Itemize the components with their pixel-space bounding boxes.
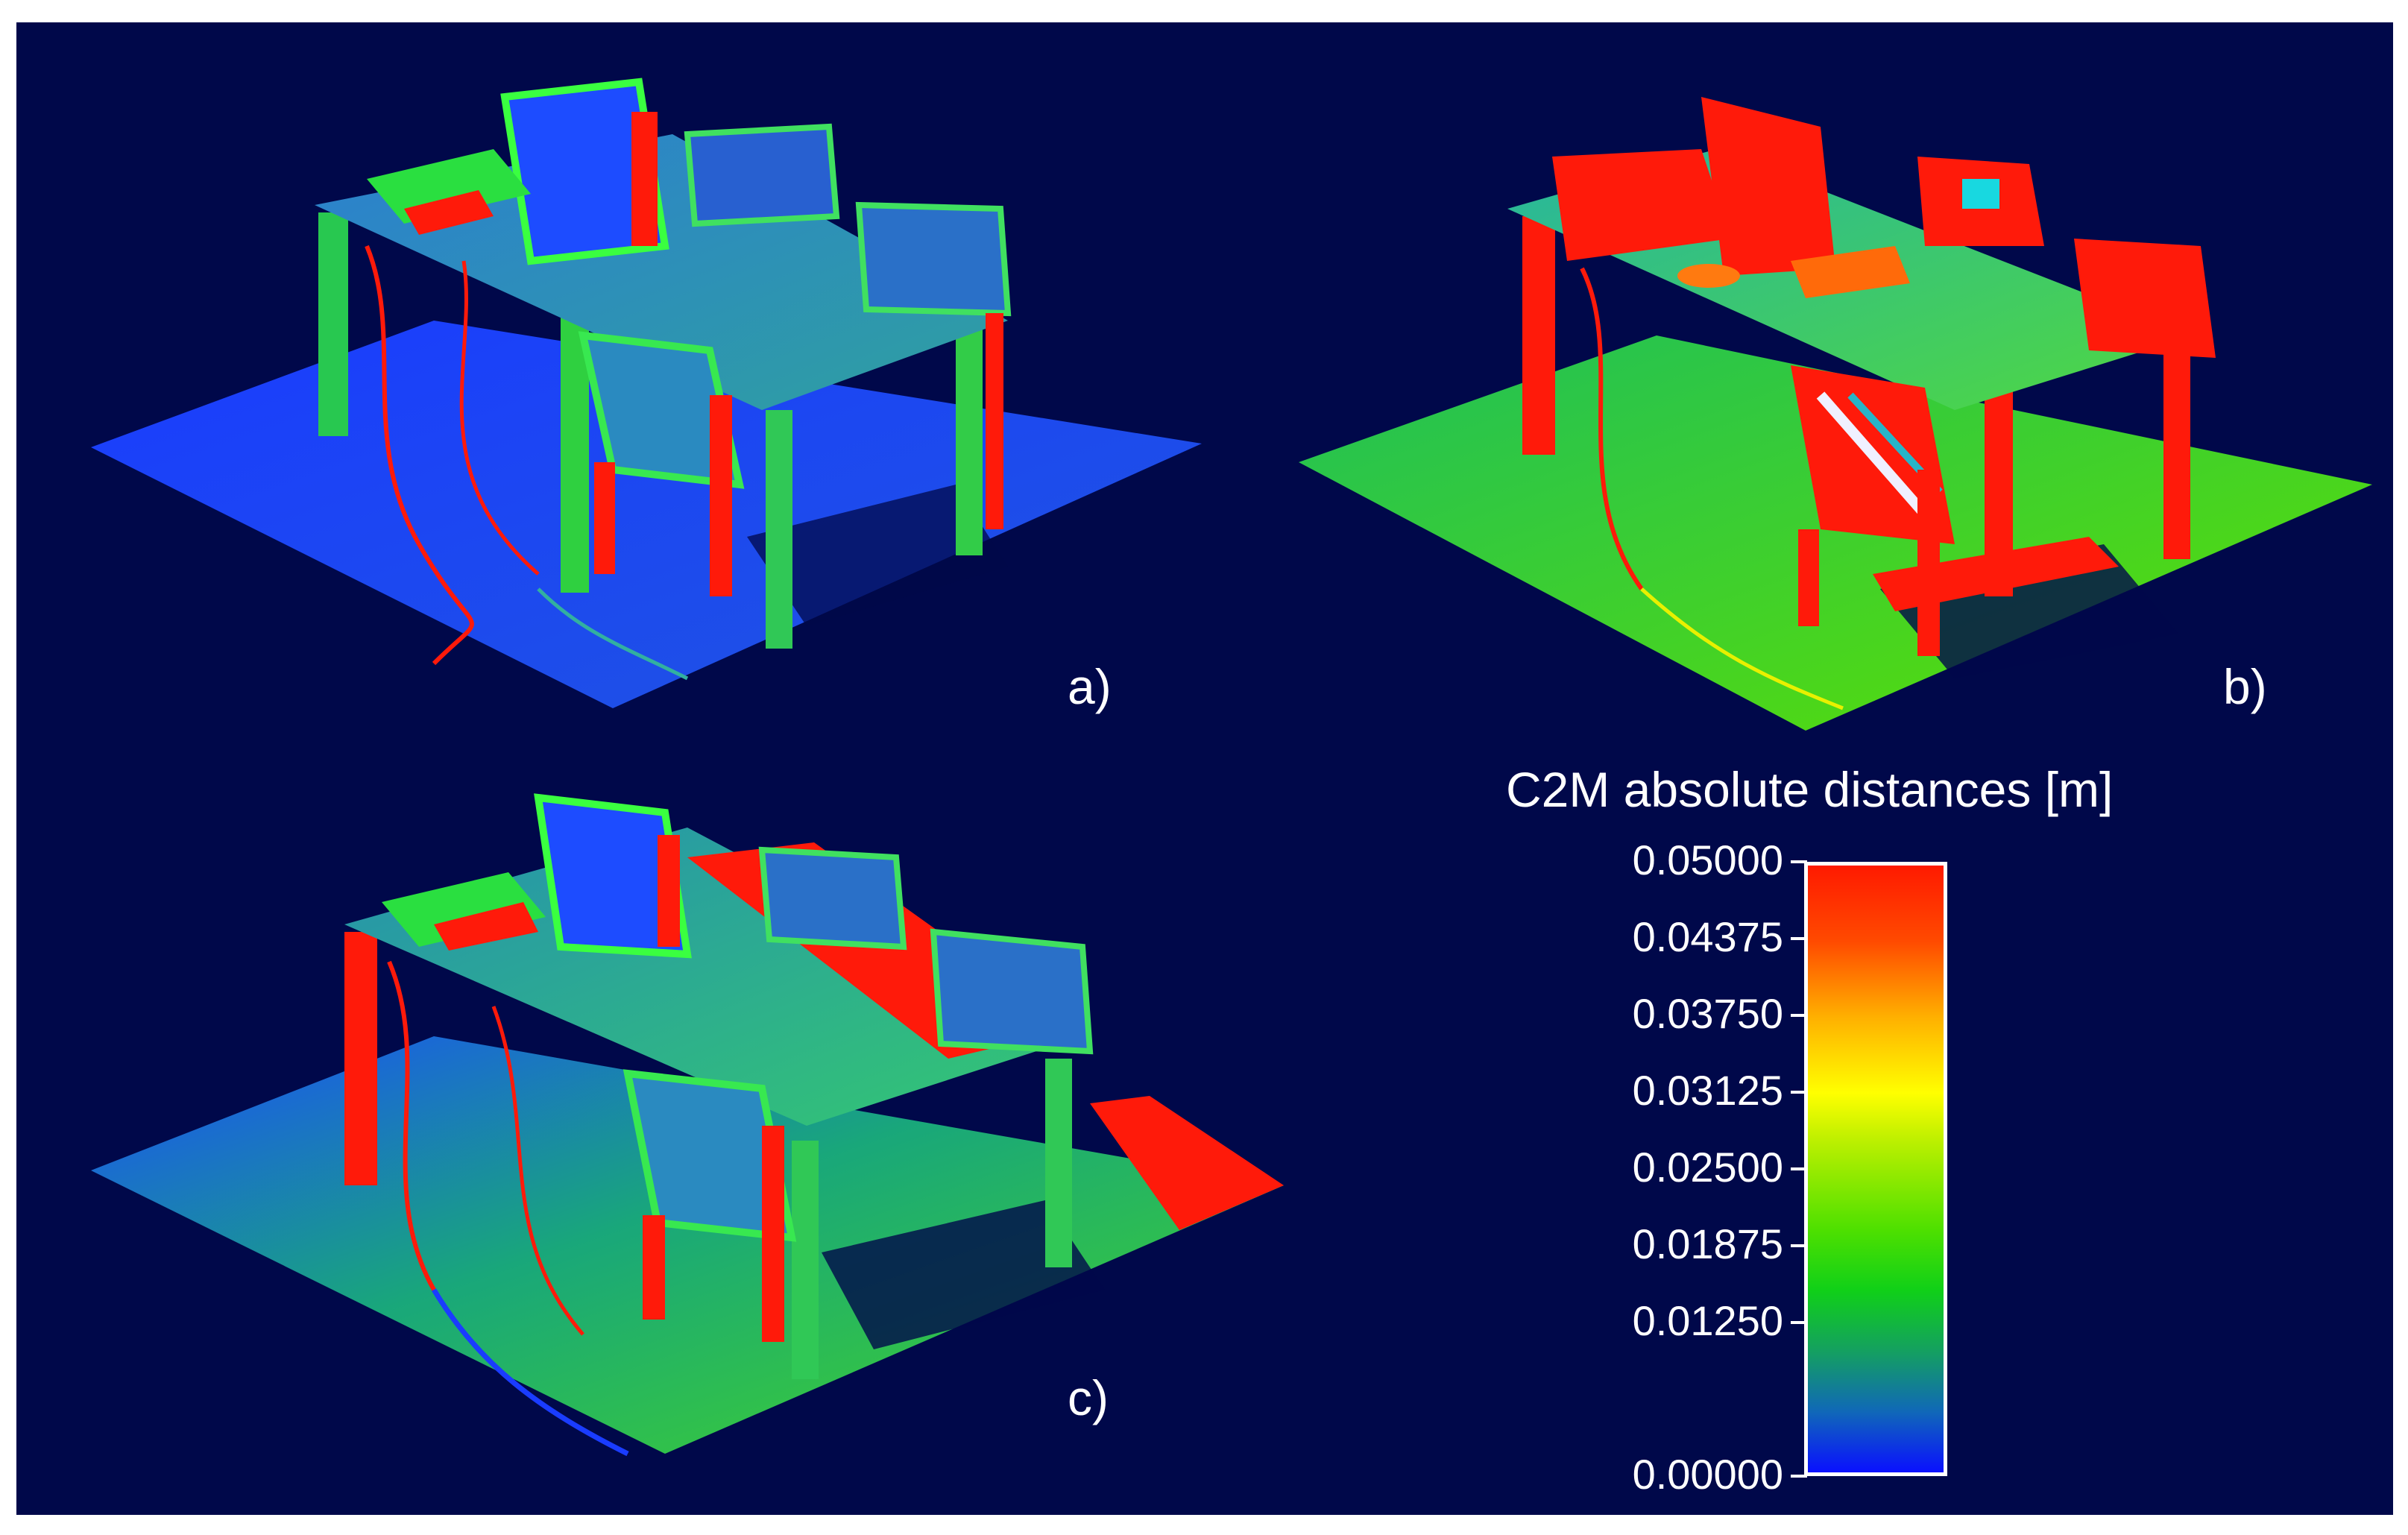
colorbar-tick-label: 0.03125 (1632, 1067, 1783, 1114)
panel-b-mouse (1677, 264, 1740, 288)
panel-c-table-leg (1045, 1059, 1072, 1267)
panel-c-monitor-edge (658, 835, 680, 947)
panel-a-keyboard (367, 149, 531, 224)
panel-a-scene (91, 78, 1202, 708)
colorbar-tick-label: 0.00000 (1632, 1451, 1783, 1498)
figure: a) b) c) C2M absolute distances [m] 0.05… (16, 22, 2393, 1515)
legend-title: C2M absolute distances [m] (1506, 762, 2114, 817)
panel-c-label: c) (1068, 1370, 1109, 1425)
colorbar-tick-mark (1791, 1244, 1807, 1247)
colorbar-tick-label: 0.03750 (1632, 990, 1783, 1037)
panel-c-chair-leg (762, 1126, 784, 1342)
panel-c-chair-leg (643, 1215, 665, 1320)
colorbar-tick-mark (1791, 1091, 1807, 1094)
colorbar-tick-label: 0.01875 (1632, 1220, 1783, 1267)
panel-b-cable (1580, 267, 1644, 590)
panel-b-cable (1640, 587, 1844, 710)
panel-c-chair-back (623, 1069, 797, 1242)
colorbar-tick-label: 0.02500 (1632, 1144, 1783, 1191)
panel-b-monitor (1701, 97, 1835, 276)
panel-c-cable (387, 960, 436, 1291)
panel-a-monitor-edge (631, 112, 658, 246)
panel-a-cable (459, 260, 540, 576)
panel-c-chair-back (758, 846, 907, 951)
panel-a-cable (537, 587, 689, 681)
panel-c-keyboard-red (434, 902, 538, 951)
colorbar-tick-label: 0.04375 (1632, 913, 1783, 960)
panel-b-chair-stripe (1816, 391, 1929, 518)
panel-a-chair-back (684, 123, 840, 227)
panel-a-monitor (500, 78, 669, 265)
panel-a-keyboard-red (404, 190, 494, 235)
panel-b-device (1552, 149, 1731, 261)
panel-c-scene (91, 793, 1284, 1457)
panel-c-cable (431, 1288, 629, 1457)
colorbar-tick-label: 0.05000 (1632, 836, 1783, 883)
panel-b-label: b) (2223, 659, 2267, 714)
panel-a-table-leg (956, 317, 983, 555)
panel-b-table-leg (2163, 328, 2190, 559)
panel-a-chair-leg (986, 313, 1003, 529)
colorbar (1804, 862, 1947, 1476)
panel-c-floor (91, 1036, 1284, 1454)
panel-c-shadow (822, 1200, 1105, 1349)
colorbar-tick-mark (1791, 1321, 1807, 1324)
panel-a-label: a) (1068, 659, 1112, 714)
panel-a-chair-back (855, 201, 1012, 317)
panel-a-chair-back (578, 331, 745, 489)
panel-c-chair-back (930, 928, 1094, 1055)
colorbar-tick-mark (1791, 1014, 1807, 1017)
panel-b-table-leg (1522, 216, 1555, 455)
panel-b-chair-back (2074, 239, 2216, 358)
colorbar-tick-mark (1791, 1475, 1807, 1478)
panel-b-keyboard (1791, 246, 1910, 298)
colorbar-tick-mark (1791, 937, 1807, 940)
panel-c-monitor (534, 793, 692, 959)
panel-b-scene (1299, 97, 2372, 731)
panel-a-table-leg (766, 410, 792, 649)
panel-b-chair-leg (1917, 470, 1940, 656)
colorbar-tick-label: 0.01250 (1632, 1297, 1783, 1344)
panel-a-shadow (747, 485, 1008, 626)
panel-c-keyboard (382, 872, 546, 947)
panel-b-floor (1299, 335, 2372, 731)
panel-c-table-leg (792, 1141, 819, 1379)
panel-a-chair-leg (594, 462, 615, 574)
panel-c-cable (491, 1006, 584, 1336)
panel-b-chair-leg (1798, 529, 1819, 626)
panel-c-floor-red (1090, 1096, 1284, 1230)
panel-a-cable (365, 245, 474, 666)
panel-a-chair-leg (710, 395, 732, 596)
colorbar-tick-mark (1791, 860, 1807, 863)
panel-c-table-leg (344, 932, 377, 1185)
scene-illustrations (91, 78, 2372, 1457)
panel-b-chair-detail (1962, 179, 1999, 209)
colorbar-tick-mark (1791, 1167, 1807, 1170)
panel-a-table-leg (318, 212, 348, 436)
panel-a-floor (91, 321, 1202, 708)
